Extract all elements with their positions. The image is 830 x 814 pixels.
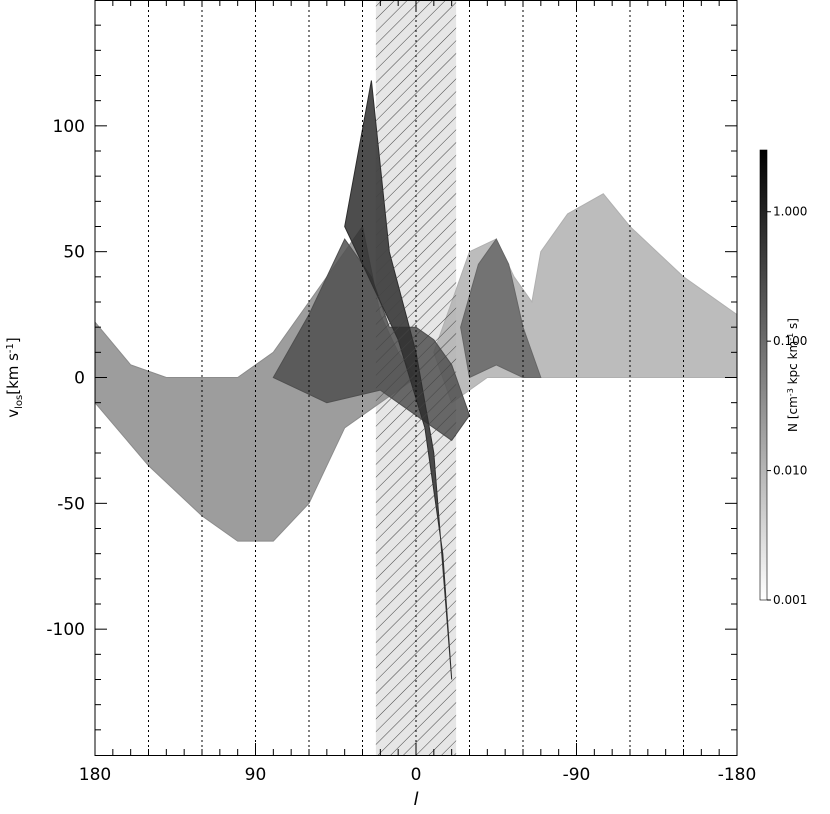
y-tick-label: -50 [57, 494, 85, 514]
y-tick-label: 0 [74, 369, 85, 389]
x-tick-label: 180 [79, 765, 111, 785]
colorbar-label-part: kpc km [786, 341, 800, 388]
colorbar [759, 149, 768, 601]
colorbar-tick-label: 0.100 [773, 334, 807, 348]
density-region [460, 238, 542, 379]
colorbar-label-part: -3 [786, 388, 795, 396]
y-axis-label: vlos[km s-1] [4, 337, 25, 418]
y-axis-label-part: -1 [5, 343, 16, 353]
y-tick-label: 100 [53, 117, 85, 137]
x-tick-label: -180 [718, 765, 757, 785]
x-tick-label: -90 [563, 765, 591, 785]
colorbar-tick-label: 1.000 [773, 205, 807, 219]
y-tick-label: 50 [63, 243, 85, 263]
x-axis-label: l [413, 789, 418, 810]
x-tick-label: 0 [411, 765, 422, 785]
colorbar-label-part: s] [786, 318, 800, 333]
y-axis-label-part: [km s [4, 353, 22, 395]
y-axis-label-part: los [14, 395, 25, 409]
y-tick-label: -100 [46, 620, 85, 640]
y-axis-label-part: ] [4, 337, 22, 343]
x-tick-label: 90 [245, 765, 267, 785]
colorbar-label-part: N [cm [786, 396, 800, 432]
colorbar-label-part: -1 [786, 333, 795, 341]
colorbar-tick-label: 0.010 [773, 464, 807, 478]
colorbar-tick-label: 0.001 [773, 593, 807, 607]
colorbar-label: N [cm-3 kpc km-1 s] [786, 318, 800, 432]
y-axis-label-part: v [4, 409, 22, 418]
